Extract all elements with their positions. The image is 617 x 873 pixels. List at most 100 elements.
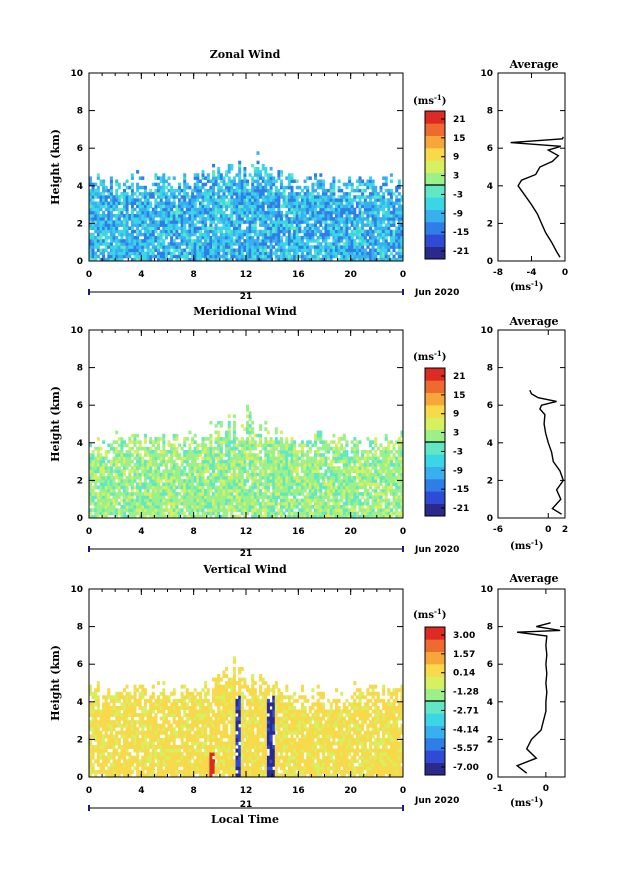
heatmap-cell	[212, 475, 216, 480]
heatmap-cell	[256, 173, 260, 177]
heatmap-cell	[274, 482, 278, 487]
heatmap-cell	[151, 472, 155, 477]
heatmap-cell	[321, 440, 325, 444]
heatmap-cell	[303, 210, 307, 215]
heatmap-cell	[112, 239, 116, 243]
heatmap-cell	[172, 232, 176, 237]
heatmap-cell	[198, 453, 202, 457]
heatmap-cell	[342, 210, 346, 215]
heatmap-cell	[324, 485, 328, 490]
heatmap-cell	[335, 254, 339, 259]
heatmap-cell	[141, 257, 145, 262]
heatmap-cell	[183, 239, 187, 243]
heatmap-cell	[102, 229, 106, 234]
heatmap-cell	[361, 210, 365, 215]
heatmap-cell	[251, 472, 255, 477]
heatmap-cell	[287, 223, 291, 227]
heatmap-cell	[128, 479, 132, 483]
heatmap-cell	[133, 472, 137, 477]
heatmap-cell	[178, 479, 182, 483]
heatmap-cell	[259, 207, 263, 212]
heatmap-cell	[348, 498, 352, 503]
heatmap-cell	[232, 440, 236, 444]
heatmap-cell	[107, 214, 111, 218]
heatmap-cell	[154, 453, 158, 457]
heatmap-cell	[102, 223, 106, 227]
heatmap-cell	[332, 479, 336, 483]
heatmap-cell	[164, 453, 168, 457]
heatmap-cell	[342, 248, 346, 253]
heatmap-cell	[397, 201, 401, 206]
heatmap-cell	[353, 210, 357, 215]
heatmap-cell	[214, 226, 218, 231]
heatmap-cell	[117, 248, 121, 253]
heatmap-cell	[143, 505, 147, 509]
heatmap-cell	[164, 220, 168, 224]
heatmap-cell	[209, 485, 213, 490]
heatmap-cell	[162, 239, 166, 243]
heatmap-cell	[206, 242, 210, 246]
heatmap-cell	[102, 201, 106, 206]
heatmap-cell	[219, 488, 223, 493]
heatmap-cell	[261, 257, 265, 262]
heatmap-cell	[240, 459, 244, 464]
heatmap-cell	[253, 472, 257, 477]
heatmap-cell	[99, 472, 103, 477]
heatmap-cell	[204, 226, 208, 231]
heatmap-cell	[300, 501, 304, 506]
heatmap-cell	[107, 511, 111, 516]
heatmap-cell	[196, 456, 200, 461]
heatmap-cell	[209, 440, 213, 444]
heatmap-cell	[188, 505, 192, 509]
heatmap-cell	[332, 482, 336, 487]
heatmap-cell	[384, 198, 388, 202]
heatmap-cell	[287, 176, 291, 180]
heatmap-cell	[335, 450, 339, 454]
heatmap-cell	[321, 453, 325, 457]
heatmap-cell	[277, 214, 281, 218]
heatmap-cell	[212, 210, 216, 215]
avg-unit: (ms-1)	[510, 279, 543, 293]
heatmap-cell	[274, 232, 278, 237]
heatmap-cell	[329, 220, 333, 224]
heatmap-cell	[178, 514, 182, 519]
heatmap-cell	[102, 498, 106, 503]
heatmap-cell	[191, 479, 195, 483]
heatmap-cell	[206, 251, 210, 256]
heatmap-cell	[133, 239, 137, 243]
heatmap-cell	[345, 242, 349, 246]
heatmap-cell	[120, 508, 124, 512]
heatmap-cell	[266, 214, 270, 218]
heatmap-cell	[138, 220, 142, 224]
heatmap-cell	[230, 242, 234, 246]
heatmap-cell	[327, 248, 331, 253]
heatmap-cell	[306, 235, 310, 240]
heatmap-cell	[269, 492, 273, 496]
heatmap-cell	[123, 214, 127, 218]
heatmap-cell	[298, 207, 302, 212]
heatmap-cell	[293, 495, 297, 499]
heatmap-cell	[130, 210, 134, 215]
heatmap-cell	[329, 248, 333, 253]
heatmap-cell	[89, 514, 93, 519]
heatmap-cell	[303, 463, 307, 467]
heatmap-cell	[136, 472, 140, 477]
heatmap-cell	[149, 511, 153, 516]
heatmap-cell	[340, 220, 344, 224]
heatmap-cell	[269, 229, 273, 234]
heatmap-cell	[96, 437, 100, 441]
heatmap-cell	[290, 492, 294, 496]
heatmap-cell	[259, 170, 263, 174]
heatmap-cell	[99, 501, 103, 506]
heatmap-cell	[243, 501, 247, 506]
heatmap-cell	[235, 232, 239, 237]
heatmap-cell	[206, 469, 210, 474]
heatmap-cell	[300, 443, 304, 448]
heatmap-cell	[321, 207, 325, 212]
heatmap-cell	[193, 440, 197, 444]
heatmap-cell	[164, 248, 168, 253]
heatmap-cell	[374, 185, 378, 190]
heatmap-cell	[151, 453, 155, 457]
heatmap-cell	[355, 214, 359, 218]
heatmap-cell	[217, 495, 221, 499]
